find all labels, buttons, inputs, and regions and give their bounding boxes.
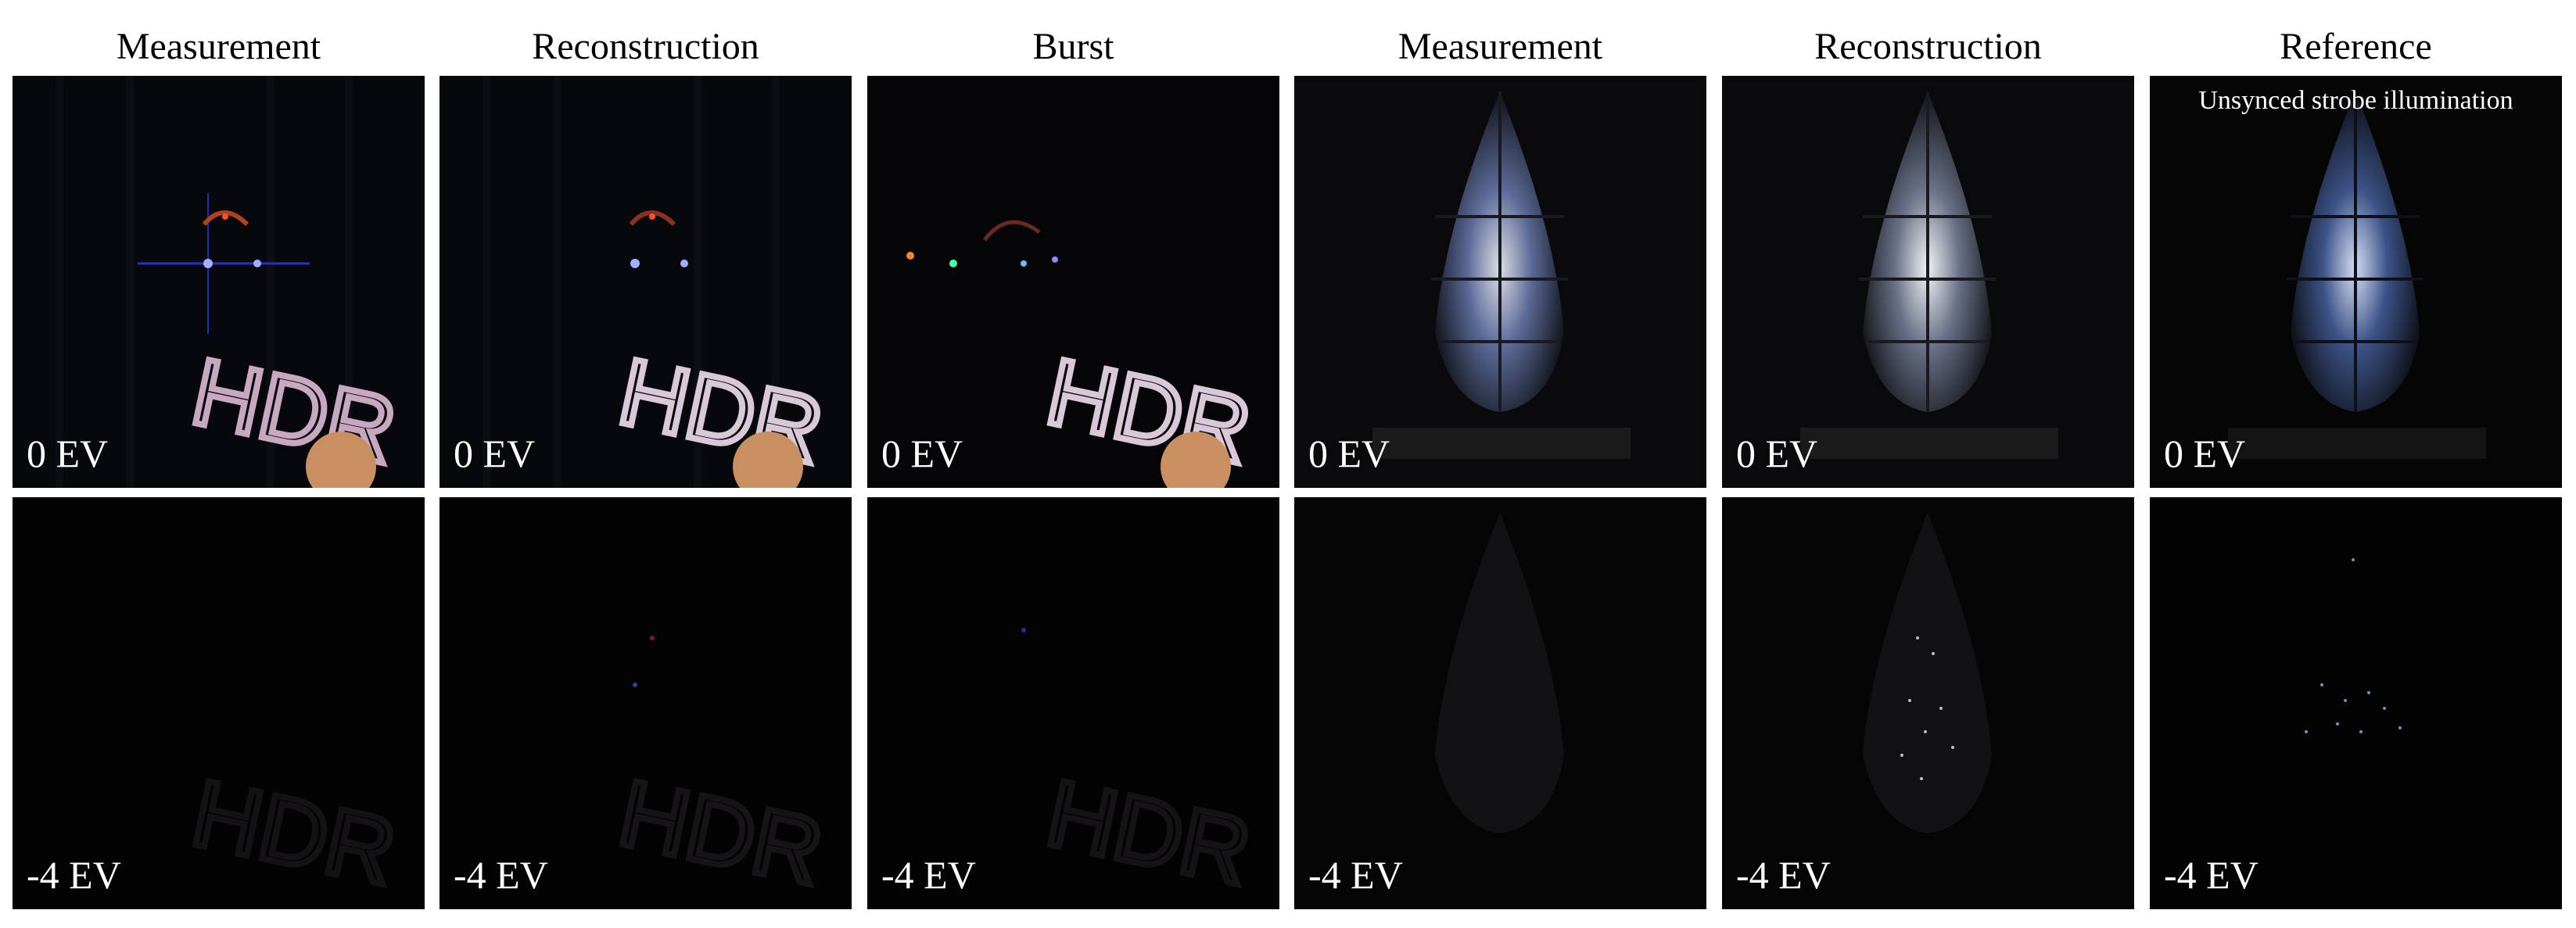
column-title-reconstruction-1: Reconstruction (532, 26, 759, 67)
reference-note: Unsynced strobe illumination (2198, 86, 2513, 115)
panel-tree-measurement-0ev: 0 EV (1294, 76, 1706, 488)
exposure-label: -4 EV (881, 853, 976, 897)
exposure-label: -4 EV (2164, 853, 2258, 897)
hdr-scene-image: HDR (13, 497, 425, 909)
exposure-label: 0 EV (1308, 432, 1390, 475)
panel-tree-reconstruction-0ev: 0 EV (1722, 76, 2134, 488)
panel-hdr-reconstruction-minus4ev: HDR -4 EV (439, 497, 852, 909)
exposure-label: -4 EV (1736, 853, 1831, 897)
panel-hdr-measurement-minus4ev: HDR -4 EV (13, 497, 425, 909)
column-title-reference: Reference (2280, 26, 2432, 67)
hdr-scene-image: HDR (439, 497, 852, 909)
panel-hdr-burst-0ev: HDR 0 EV (867, 76, 1279, 488)
tree-scene-image (1722, 497, 2134, 909)
tree-scene-image (2150, 76, 2562, 488)
exposure-label: -4 EV (27, 853, 121, 897)
exposure-label: 0 EV (1736, 432, 1818, 475)
tree-scene-image (1294, 76, 1706, 488)
panel-tree-reference-0ev: Unsynced strobe illumination 0 EV (2150, 76, 2562, 488)
panel-tree-reference-minus4ev: -4 EV (2150, 497, 2562, 909)
tree-scene-image (1722, 76, 2134, 488)
exposure-label: 0 EV (454, 432, 536, 475)
hdr-scene-image: HDR (439, 76, 852, 488)
hdr-scene-image: HDR (867, 76, 1279, 488)
exposure-label: 0 EV (27, 432, 109, 475)
exposure-label: -4 EV (454, 853, 548, 897)
hdr-scene-image: HDR (13, 76, 425, 488)
column-title-measurement-2: Measurement (1397, 26, 1603, 67)
panel-hdr-reconstruction-0ev: HDR 0 EV (439, 76, 852, 488)
panel-tree-reconstruction-minus4ev: -4 EV (1722, 497, 2134, 909)
panel-tree-measurement-minus4ev: -4 EV (1294, 497, 1706, 909)
tree-scene-image (2150, 497, 2562, 909)
exposure-label: -4 EV (1308, 853, 1403, 897)
panel-hdr-burst-minus4ev: HDR -4 EV (867, 497, 1279, 909)
exposure-label: 0 EV (2164, 432, 2246, 475)
hdr-scene-image: HDR (867, 497, 1279, 909)
column-title-burst: Burst (1032, 26, 1114, 67)
column-title-measurement-1: Measurement (116, 26, 321, 67)
panel-hdr-measurement-0ev: HDR 0 EV (13, 76, 425, 488)
exposure-label: 0 EV (881, 432, 963, 475)
tree-scene-image (1294, 497, 1706, 909)
column-title-reconstruction-2: Reconstruction (1814, 26, 2042, 67)
